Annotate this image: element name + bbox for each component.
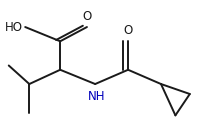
Text: NH: NH: [87, 90, 105, 103]
Text: O: O: [82, 10, 92, 23]
Text: HO: HO: [5, 21, 23, 34]
Text: O: O: [123, 24, 133, 37]
